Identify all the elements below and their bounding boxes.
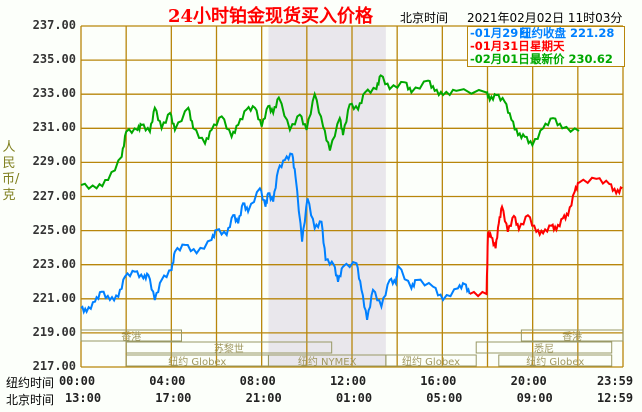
y-tick-label: 227.00 xyxy=(32,188,76,203)
legend-date: -02月01日 xyxy=(470,52,530,66)
series-line-2 xyxy=(80,74,580,191)
current-datetime: 2021年02月02日 11时03分 xyxy=(467,11,623,25)
series-line-0 xyxy=(80,152,471,321)
session-label: 纽约 Globex xyxy=(402,355,460,368)
session-bar xyxy=(385,354,477,367)
x-tick-label-bj: 05:00 xyxy=(426,391,463,405)
session-label: 香港 xyxy=(121,331,141,343)
legend-item-0131: -01月31日 星期天 xyxy=(468,40,624,53)
legend-note: 最新价 230.62 xyxy=(530,52,613,66)
session-label: 苏黎世 xyxy=(214,342,244,355)
session-bar xyxy=(125,341,333,354)
session-label: 香港 xyxy=(562,331,582,343)
session-label: 纽约 NYMEX xyxy=(298,355,357,368)
legend-item-0129: -01月29日 纽约收盘 221.28 xyxy=(468,27,624,40)
x-tick-label-bj: 21:00 xyxy=(245,391,282,405)
session-bar xyxy=(80,329,182,342)
legend-date: -01月29日 xyxy=(470,26,530,40)
x-tick-label-bj: 01:00 xyxy=(335,391,373,405)
beijing-time-label: 北京时间 xyxy=(6,393,55,407)
x-tick-label-ny: 16:00 xyxy=(420,374,457,388)
x-tick-label-ny: 00:00 xyxy=(58,374,96,388)
y-tick-label: 217.00 xyxy=(32,359,76,373)
session-label: 纽约 Globex xyxy=(526,355,584,368)
timezone-label: 北京时间 xyxy=(400,11,449,25)
x-tick-label-bj: 12:59 xyxy=(596,391,634,405)
y-tick-label: 229.00 xyxy=(32,154,76,169)
x-tick-label-bj: 17:00 xyxy=(155,391,192,405)
legend-date: -01月31日 xyxy=(470,39,530,53)
x-tick-label-ny: 23:59 xyxy=(596,374,634,388)
series-line-1 xyxy=(469,176,623,298)
y-tick-label: 233.00 xyxy=(32,86,76,101)
session-label: 悉尼 xyxy=(534,343,554,355)
y-tick-label: 223.00 xyxy=(32,256,76,271)
x-tick-label-ny: 20:00 xyxy=(510,374,547,388)
legend-item-0201: -02月01日 最新价 230.62 xyxy=(468,53,624,66)
session-label: 纽约 Globex xyxy=(168,355,226,368)
session-bar xyxy=(475,341,613,354)
x-tick-label-ny: 12:00 xyxy=(329,374,367,388)
y-axis-label: 人民币/克 xyxy=(2,140,20,203)
x-tick-label-bj: 13:00 xyxy=(64,391,102,405)
y-tick-label: 231.00 xyxy=(32,120,76,135)
y-tick-label: 237.00 xyxy=(32,18,76,32)
y-tick-label: 221.00 xyxy=(32,290,76,305)
x-tick-label-ny: 08:00 xyxy=(239,374,276,388)
session-bar xyxy=(520,329,624,342)
legend: -01月29日 纽约收盘 221.28 -01月31日 星期天 -02月01日 最新价… xyxy=(467,26,625,67)
legend-note: 星期天 xyxy=(530,39,565,53)
y-tick-label: 219.00 xyxy=(32,324,76,339)
x-tick-label-ny: 04:00 xyxy=(149,374,186,388)
ny-time-label: 纽约时间 xyxy=(6,376,55,390)
chart-title: 24小时铂金现货买入价格 xyxy=(168,6,374,27)
y-tick-label: 235.00 xyxy=(32,52,76,67)
y-tick-label: 225.00 xyxy=(32,222,76,237)
session-bar xyxy=(498,354,613,367)
legend-note: 纽约收盘 221.28 xyxy=(520,26,615,40)
x-tick-label-bj: 09:00 xyxy=(516,391,553,405)
